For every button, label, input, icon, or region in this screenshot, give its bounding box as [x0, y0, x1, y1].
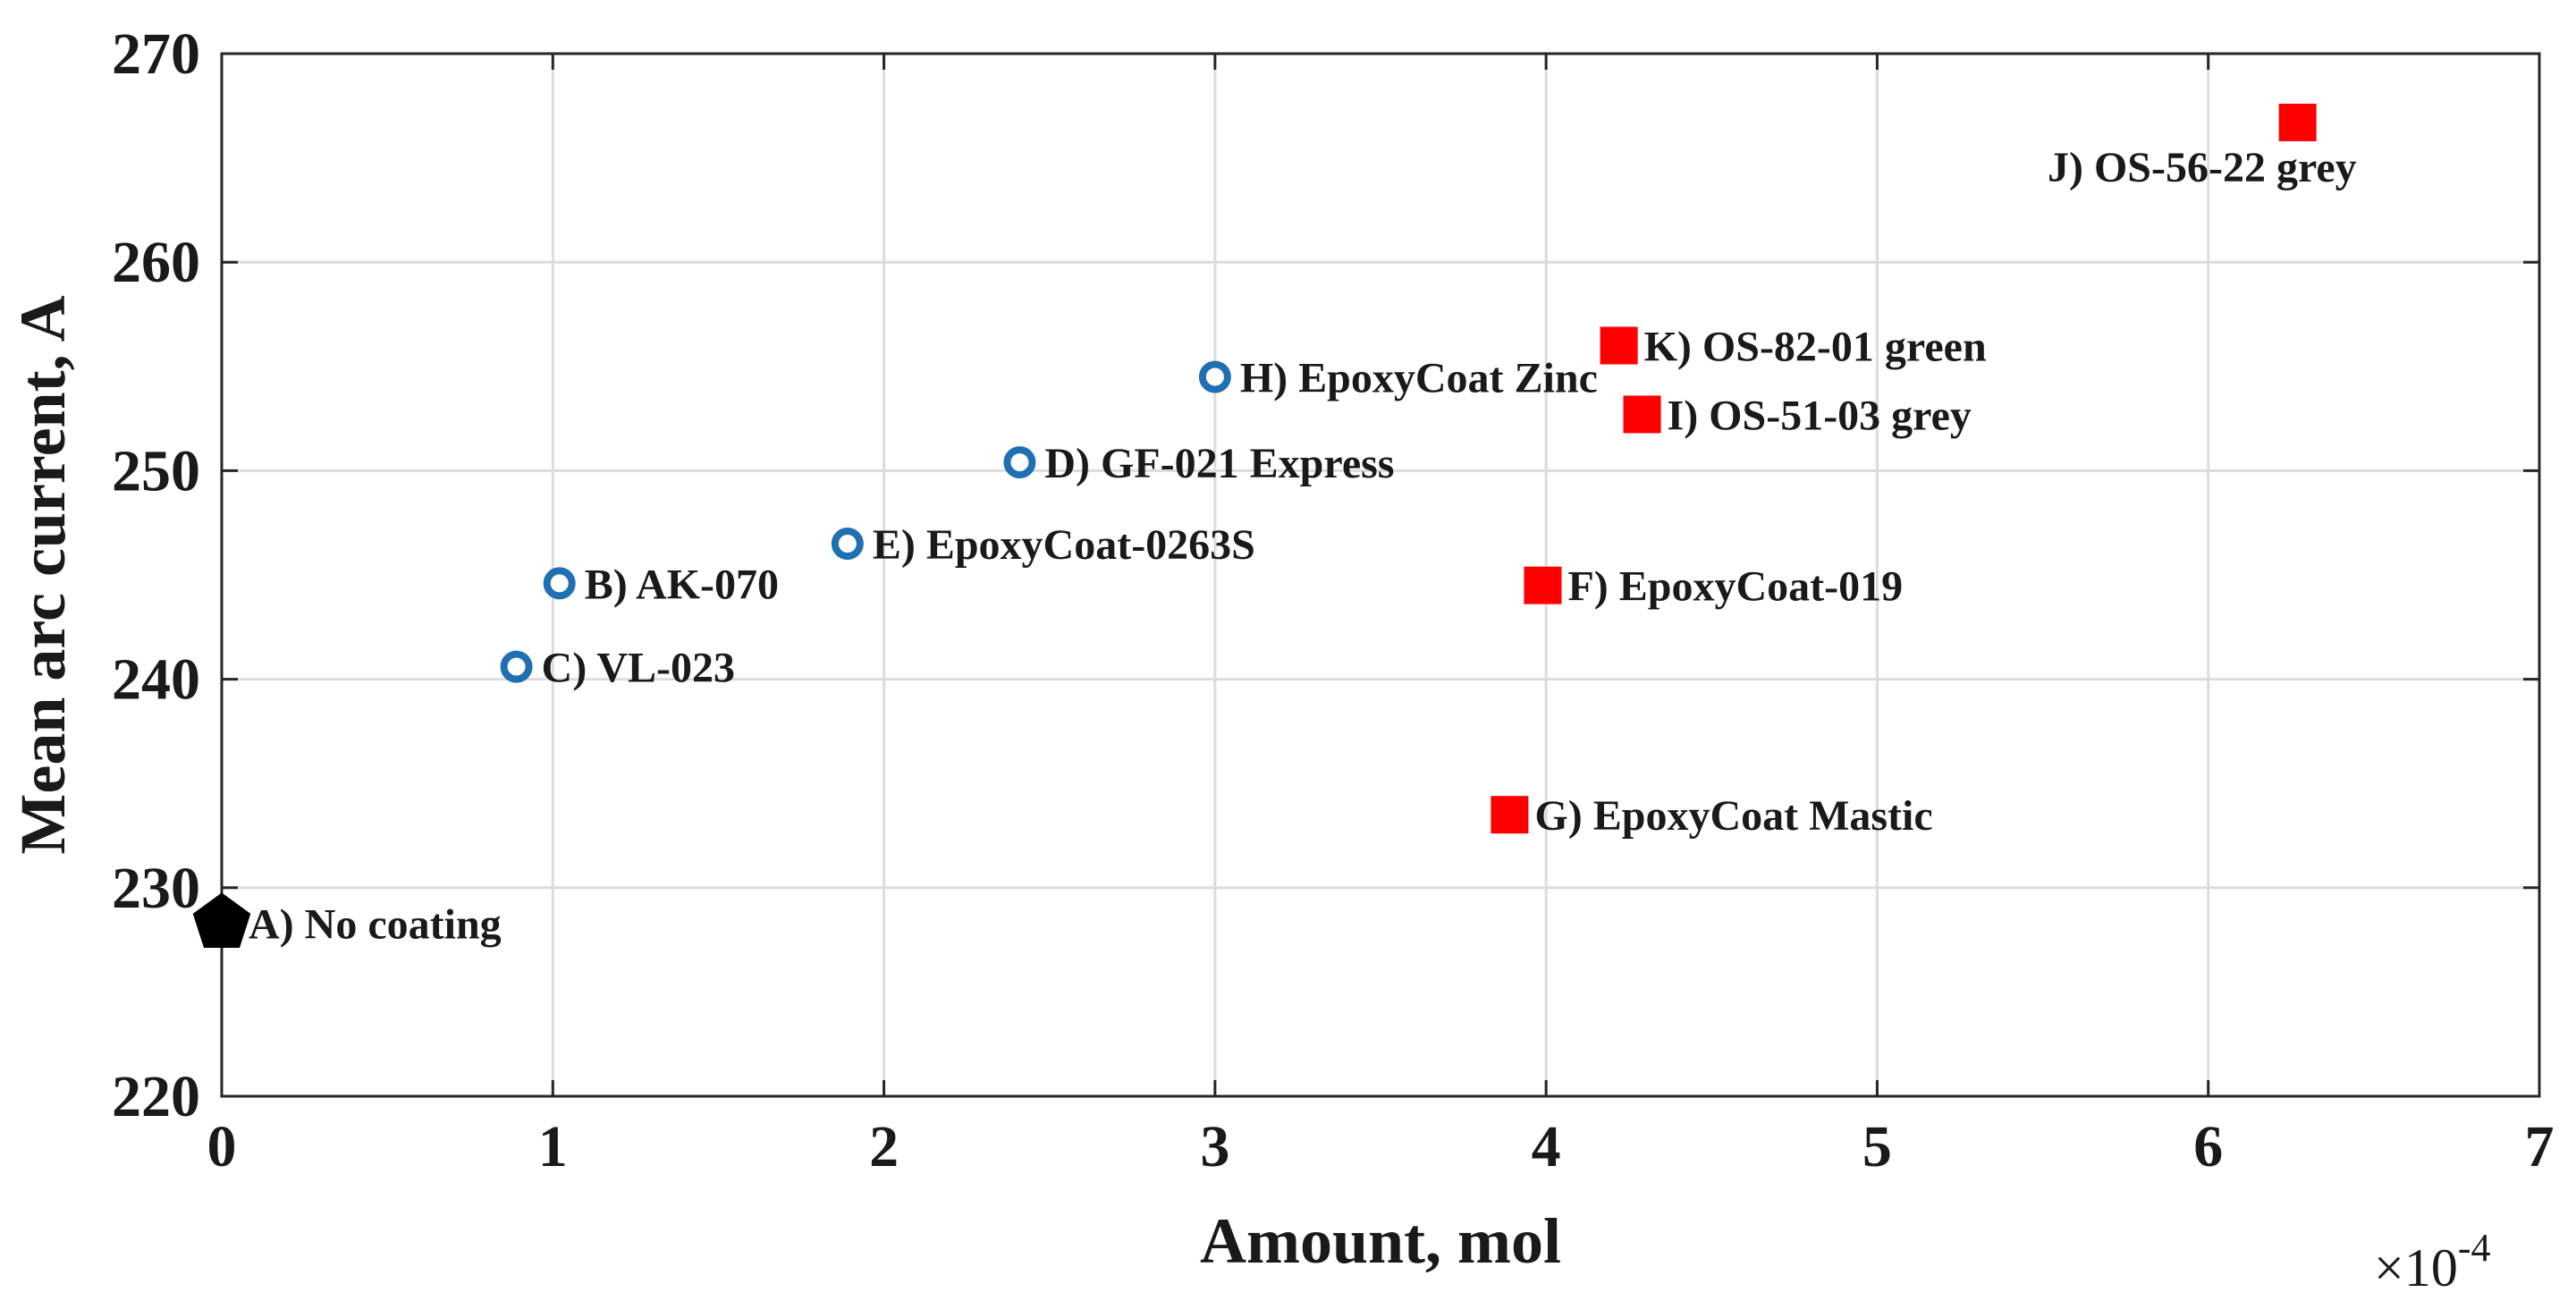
data-label: C) VL-023 — [542, 645, 735, 692]
scatter-point — [543, 567, 576, 600]
scatter-point — [192, 892, 251, 948]
x-tick-label: 6 — [2193, 1114, 2223, 1179]
scatter-point — [1198, 360, 1231, 393]
scatter-point — [2278, 103, 2317, 141]
data-label: D) GF-021 Express — [1044, 440, 1394, 487]
data-label: H) EpoxyCoat Zinc — [1240, 354, 1598, 401]
scatter-point — [831, 528, 864, 561]
data-label: E) EpoxyCoat-0263S — [873, 521, 1255, 569]
x-tick-label: 7 — [2525, 1114, 2555, 1179]
scatter-point — [500, 650, 533, 683]
x-axis-title: Amount, mol — [1200, 1205, 1561, 1277]
data-label: G) EpoxyCoat Mastic — [1534, 792, 1932, 840]
data-labels: A) No coating B) AK-070 C) VL-023 D) GF-021… — [249, 144, 2357, 948]
x-axis-multiplier: ×10-4 — [2374, 1226, 2491, 1297]
y-tick-label: 250 — [112, 438, 200, 503]
plot-frame — [220, 52, 2541, 1098]
x-tick-label: 0 — [207, 1114, 237, 1179]
scatter-point — [1524, 566, 1562, 604]
data-label: J) OS-56-22 grey — [2048, 144, 2357, 191]
x-multiplier-exponent: -4 — [2458, 1226, 2491, 1270]
data-label: I) OS-51-03 grey — [1668, 392, 1972, 439]
x-tick-label: 1 — [538, 1114, 568, 1179]
grid-lines — [222, 54, 2539, 1096]
data-label: F) EpoxyCoat-019 — [1567, 563, 1903, 611]
x-tick-label: 4 — [1532, 1114, 1561, 1179]
y-tick-label: 240 — [112, 647, 200, 713]
y-tick-label: 230 — [112, 856, 200, 921]
data-label: B) AK-070 — [585, 561, 779, 608]
x-multiplier-base: ×10 — [2374, 1238, 2458, 1297]
y-tick-label: 260 — [112, 230, 200, 295]
data-label: A) No coating — [249, 900, 502, 948]
scatter-point — [1600, 326, 1638, 365]
axis-ticks: 0 1 2 3 4 5 6 7 220 230 240 250 260 270 — [112, 21, 2555, 1179]
data-points — [192, 103, 2317, 948]
y-axis-title: Mean arc current, A — [7, 295, 79, 854]
x-tick-label: 3 — [1200, 1114, 1229, 1179]
scatter-point — [1003, 446, 1036, 479]
scatter-point — [1491, 796, 1529, 834]
x-tick-label: 2 — [869, 1114, 899, 1179]
data-label: K) OS-82-01 green — [1644, 323, 1987, 370]
y-tick-label: 270 — [112, 21, 200, 87]
y-tick-label: 220 — [112, 1064, 200, 1129]
x-tick-label: 5 — [1862, 1114, 1892, 1179]
scatter-point — [1623, 395, 1661, 434]
